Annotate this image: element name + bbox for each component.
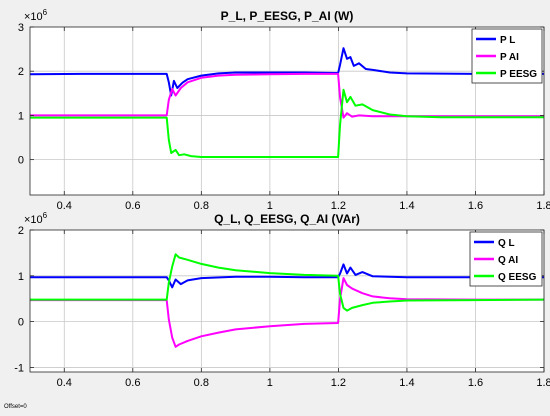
legend-label: Q AI bbox=[498, 255, 518, 266]
x-tick-label: 1.2 bbox=[331, 377, 346, 389]
x-tick-label: 0.6 bbox=[125, 200, 140, 212]
legend-label: Q L bbox=[498, 238, 515, 249]
y-tick-label: 1 bbox=[18, 110, 24, 122]
x-tick-label: 0.4 bbox=[57, 377, 72, 389]
legend-label: P L bbox=[500, 35, 515, 46]
x-tick-label: 0.4 bbox=[57, 200, 72, 212]
x-tick-label: 0.8 bbox=[194, 200, 209, 212]
x-tick-label: 1.6 bbox=[468, 200, 483, 212]
exponent-base: ×10 bbox=[24, 11, 43, 23]
axes-frame bbox=[29, 229, 545, 373]
panel-2: 0.4 0.6 0.8 1 1.2 1.4 1.6 1.8 -1 0 1 2×106 Q_L, Q_EE… bbox=[14, 211, 550, 389]
series-group bbox=[30, 253, 544, 348]
panel-1: 0.4 0.6 0.8 1 1.2 1.4 1.6 1.8 0 1 2 3×106 P_L, P_EES… bbox=[18, 8, 550, 212]
x-tick-label: 1.4 bbox=[399, 200, 414, 212]
x-tick-label: 1.4 bbox=[399, 377, 414, 389]
legend: P L P AI P EESG bbox=[471, 28, 543, 84]
legend-label: Q EESG bbox=[498, 272, 537, 283]
series-line-q-eesg bbox=[30, 253, 544, 312]
legend-label: P EESG bbox=[500, 69, 537, 80]
y-tick-label: 2 bbox=[18, 66, 24, 78]
axes-frame bbox=[29, 26, 545, 196]
x-tick-label: 1.8 bbox=[536, 377, 550, 389]
legend-label: P AI bbox=[500, 52, 519, 63]
x-tick-label: 0.8 bbox=[194, 377, 209, 389]
offset-label: Offset=0 bbox=[4, 404, 27, 410]
x-tick-label: 1 bbox=[267, 200, 273, 212]
series-group bbox=[30, 47, 544, 158]
exponent-base: ×10 bbox=[24, 214, 43, 226]
series-line-p-l bbox=[30, 47, 544, 97]
x-tick-label: 0.6 bbox=[125, 377, 140, 389]
y-tick-label: 0 bbox=[18, 155, 24, 167]
series-line-q-ai bbox=[30, 277, 544, 348]
y-tick-label: 1 bbox=[18, 271, 24, 283]
series-line-q-l bbox=[30, 263, 544, 289]
exponent-power: 6 bbox=[43, 211, 48, 220]
series-line-p-eesg bbox=[30, 88, 544, 158]
axes-background bbox=[30, 27, 544, 195]
legend: Q L Q AI Q EESG bbox=[469, 231, 543, 287]
x-tick-label: 1 bbox=[267, 377, 273, 389]
exponent-power: 6 bbox=[43, 8, 48, 17]
chart-title: Q_L, Q_EESG, Q_AI (VAr) bbox=[214, 212, 360, 226]
y-tick-label: 0 bbox=[18, 317, 24, 329]
y-exponent-label: ×106 bbox=[24, 8, 48, 23]
x-tick-label: 1.2 bbox=[331, 200, 346, 212]
chart-title: P_L, P_EESG, P_AI (W) bbox=[221, 9, 354, 23]
x-tick-label: 1.8 bbox=[536, 200, 550, 212]
y-exponent-label: ×106 bbox=[24, 211, 48, 226]
y-tick-label: -1 bbox=[14, 362, 24, 374]
x-tick-label: 1.6 bbox=[468, 377, 483, 389]
y-tick-label: 2 bbox=[18, 225, 24, 237]
series-line-p-ai bbox=[30, 72, 544, 119]
y-tick-label: 3 bbox=[18, 22, 24, 34]
